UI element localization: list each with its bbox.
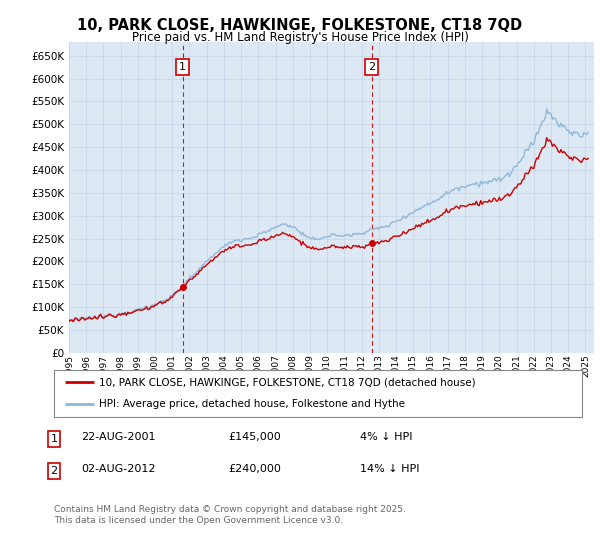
Text: 02-AUG-2012: 02-AUG-2012 <box>81 464 155 474</box>
Text: 1: 1 <box>50 434 58 444</box>
Text: 10, PARK CLOSE, HAWKINGE, FOLKESTONE, CT18 7QD (detached house): 10, PARK CLOSE, HAWKINGE, FOLKESTONE, CT… <box>99 377 476 388</box>
Text: £145,000: £145,000 <box>228 432 281 442</box>
Text: 4% ↓ HPI: 4% ↓ HPI <box>360 432 413 442</box>
Text: 10, PARK CLOSE, HAWKINGE, FOLKESTONE, CT18 7QD: 10, PARK CLOSE, HAWKINGE, FOLKESTONE, CT… <box>77 18 523 33</box>
Text: 14% ↓ HPI: 14% ↓ HPI <box>360 464 419 474</box>
Text: 2: 2 <box>368 62 375 72</box>
Text: Contains HM Land Registry data © Crown copyright and database right 2025.
This d: Contains HM Land Registry data © Crown c… <box>54 505 406 525</box>
Text: HPI: Average price, detached house, Folkestone and Hythe: HPI: Average price, detached house, Folk… <box>99 399 405 409</box>
Text: £240,000: £240,000 <box>228 464 281 474</box>
Text: 2: 2 <box>50 466 58 476</box>
Text: 22-AUG-2001: 22-AUG-2001 <box>81 432 155 442</box>
Text: Price paid vs. HM Land Registry's House Price Index (HPI): Price paid vs. HM Land Registry's House … <box>131 31 469 44</box>
Text: 1: 1 <box>179 62 186 72</box>
